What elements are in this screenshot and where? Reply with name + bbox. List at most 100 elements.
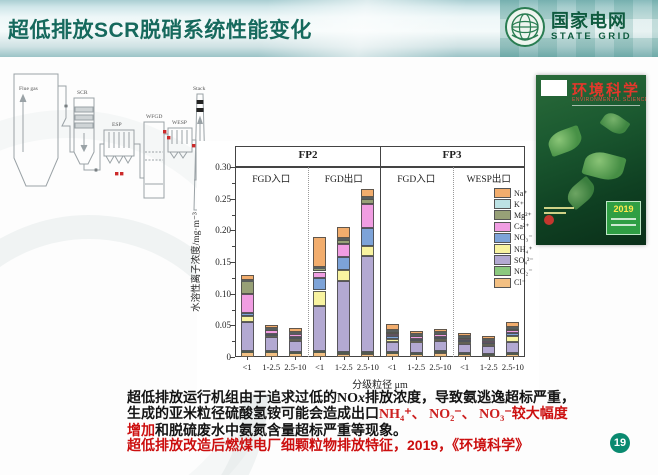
slide-header: 超低排放SCR脱硝系统性能变化 国家电网 STATE GRID xyxy=(0,0,658,57)
state-grid-logo-cn: 国家电网 xyxy=(551,11,627,32)
process-flow-diagram: Flue gas SCR ESP WFGD WESP Stack xyxy=(13,73,207,211)
slide-title: 超低排放SCR脱硝系统性能变化 xyxy=(8,19,312,42)
bar-segment-Mg²⁺ xyxy=(337,239,351,245)
bar-segment-SO₄²⁻ xyxy=(240,322,254,351)
bar-segment-K⁺ xyxy=(337,237,351,240)
bar-segment-NO₃⁻ xyxy=(288,336,302,340)
stack-label: Stack xyxy=(193,86,206,92)
bar-segment-NO₂⁻ xyxy=(385,351,399,354)
bar-segment-SO₄²⁻ xyxy=(361,255,375,352)
footer-paragraph: 超低排放运行机组由于追求过低的NOx排放浓度，导致氨逃逸超标严重， xyxy=(127,389,647,406)
legend-swatch xyxy=(494,277,511,288)
bar-segment-NH₄⁺ xyxy=(240,315,254,323)
bar-segment-NO₂⁻ xyxy=(337,351,351,354)
x-tick-mark xyxy=(343,357,345,360)
y-axis-title: 水溶性离子浓度/mg·m⁻³ xyxy=(192,212,202,312)
bar-segment-K⁺ xyxy=(458,336,472,339)
subpanel-label: FGD入口 xyxy=(252,175,291,185)
subpanel-separator xyxy=(452,167,454,357)
legend-label: Cl⁻ xyxy=(514,278,526,288)
journal-text-line xyxy=(544,207,574,209)
journal-stamp xyxy=(544,215,554,225)
leaf-graphic xyxy=(599,109,631,138)
subpanel-label: WESP出口 xyxy=(466,175,511,185)
bar-segment-K⁺ xyxy=(240,279,254,282)
x-tick-mark xyxy=(319,357,321,360)
bar-segment-K⁺ xyxy=(506,327,520,330)
bar-segment-Na⁺ xyxy=(482,336,496,339)
footer-text-segment: 生成的亚米粒径硫酸氢铵可能会造成出口 xyxy=(127,405,379,422)
footer-text-segment: 超低排放运行机组由于追求过低的 xyxy=(127,389,337,405)
bar-segment-Ca²⁺ xyxy=(337,244,351,257)
wfgd-label: WFGD xyxy=(146,114,162,120)
journal-year-line xyxy=(611,224,636,226)
x-tick-label: <1 xyxy=(460,362,470,372)
x-tick-label: 1-2.5 xyxy=(479,362,498,372)
subpanel-separator xyxy=(307,167,309,357)
bar-segment-NH₄⁺ xyxy=(264,335,278,338)
bar-segment-SO₄²⁻ xyxy=(409,342,423,353)
bar-segment-Ca²⁺ xyxy=(361,204,375,229)
bar-segment-Na⁺ xyxy=(313,236,327,268)
x-tick-mark xyxy=(392,357,394,360)
journal-publisher-logo xyxy=(541,80,567,96)
x-tick-mark xyxy=(247,357,249,360)
wfgd-shape xyxy=(143,121,165,199)
bar-segment-Cl⁻ xyxy=(337,353,351,357)
bar-segment-NH₄⁺ xyxy=(337,269,351,281)
esp-label: ESP xyxy=(112,122,122,128)
wesp-label: WESP xyxy=(172,120,187,126)
panel-label-fp3: FP3 xyxy=(442,149,462,161)
bar-segment-NO₂⁻ xyxy=(264,351,278,354)
x-tick-label: 2.5-10 xyxy=(429,362,452,372)
bar-segment-NO₃⁻ xyxy=(506,332,520,337)
panel-divider xyxy=(380,147,381,166)
x-tick-mark xyxy=(271,357,273,360)
bar-segment-NO₃⁻ xyxy=(482,342,496,345)
journal-year-line xyxy=(611,218,636,220)
journal-subtitle: ENVIRONMENTAL SCIENCE xyxy=(572,97,646,103)
bar-segment-SO₄²⁻ xyxy=(458,343,472,353)
footer-text-segment: 较大幅度 xyxy=(511,405,568,422)
subpanel-label: FGD出口 xyxy=(324,175,363,185)
y-minor-tick xyxy=(232,246,235,248)
legend-label: Mg²⁺ xyxy=(514,210,532,220)
bar-segment-Na⁺ xyxy=(337,227,351,238)
legend-item: NH₄⁺ xyxy=(494,244,533,254)
x-tick-label: <1 xyxy=(242,362,252,372)
x-tick-mark xyxy=(295,357,297,360)
chart-panel-band: FP2 FP3 xyxy=(235,146,525,167)
bar-segment-NO₂⁻ xyxy=(288,351,302,354)
bar-segment-Na⁺ xyxy=(409,331,423,335)
bar-segment-K⁺ xyxy=(385,330,399,333)
state-grid-logo-en: STATE GRID xyxy=(551,31,633,43)
subpanel-label: FGD入口 xyxy=(397,175,436,185)
y-minor-tick xyxy=(232,309,235,311)
journal-text-line xyxy=(544,212,566,214)
x-axis-title: 分级粒径 μm xyxy=(352,380,408,391)
journal-cover: 环境科学 ENVIRONMENTAL SCIENCE 2019 xyxy=(536,75,646,245)
x-tick-label: 2.5-10 xyxy=(356,362,379,372)
bar-segment-NO₂⁻ xyxy=(506,352,520,355)
x-tick-mark xyxy=(512,357,514,360)
scr-label: SCR xyxy=(77,90,88,96)
x-tick-label: 1-2.5 xyxy=(407,362,426,372)
footer-text-segment: 超低排放改造后燃煤电厂细颗粒物排放特征，2019，《环境科学》 xyxy=(127,437,530,454)
bar-segment-NO₃⁻ xyxy=(313,277,327,291)
legend-item: Na⁺ xyxy=(494,188,528,198)
bar-segment-Na⁺ xyxy=(288,327,302,332)
footer-paragraph: 超低排放改造后燃煤电厂细颗粒物排放特征，2019，《环境科学》 xyxy=(127,438,647,453)
y-tick-label: 0.10 xyxy=(215,288,231,299)
bar-segment-K⁺ xyxy=(361,196,375,200)
bar-segment-NO₃⁻ xyxy=(385,336,399,339)
state-grid-logo-block: 国家电网 STATE GRID xyxy=(500,0,658,57)
bar-segment-Mg²⁺ xyxy=(240,281,254,294)
bar-segment-Na⁺ xyxy=(240,274,254,280)
sampling-point-markers xyxy=(115,130,196,176)
bar-segment-K⁺ xyxy=(409,334,423,337)
legend-swatch xyxy=(494,255,511,266)
bar-segment-NO₃⁻ xyxy=(458,339,472,342)
bar-segment-Mg²⁺ xyxy=(361,199,375,205)
footer-text-segment: x xyxy=(358,391,365,406)
footer-text-segment: NO xyxy=(337,391,358,406)
